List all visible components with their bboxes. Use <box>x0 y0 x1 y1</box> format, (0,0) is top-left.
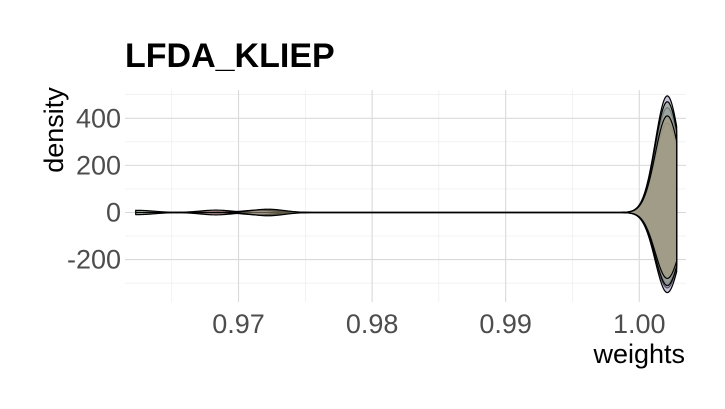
y-tick-labels: -200 0 200 400 <box>67 103 121 274</box>
x-axis-label: weights <box>592 339 685 369</box>
x-tick-label: 1.00 <box>613 309 666 339</box>
x-tick-label: 0.99 <box>479 309 532 339</box>
density-series-3 <box>135 95 678 294</box>
x-tick-label: 0.97 <box>212 309 265 339</box>
density-series-4 <box>135 101 678 287</box>
density-series-2 <box>135 107 678 289</box>
chart-title: LFDA_KLIEP <box>125 37 335 75</box>
x-tick-label: 0.98 <box>346 309 399 339</box>
y-tick-label: 0 <box>106 197 121 227</box>
y-tick-label: -200 <box>67 245 121 275</box>
grid <box>125 90 686 302</box>
y-axis-label: density <box>39 87 69 173</box>
y-tick-label: 200 <box>76 150 121 180</box>
y-tick-label: 400 <box>76 103 121 133</box>
x-tick-labels: 0.97 0.98 0.99 1.00 <box>212 309 665 339</box>
series-group <box>135 95 678 294</box>
density-series-5 <box>135 115 678 280</box>
